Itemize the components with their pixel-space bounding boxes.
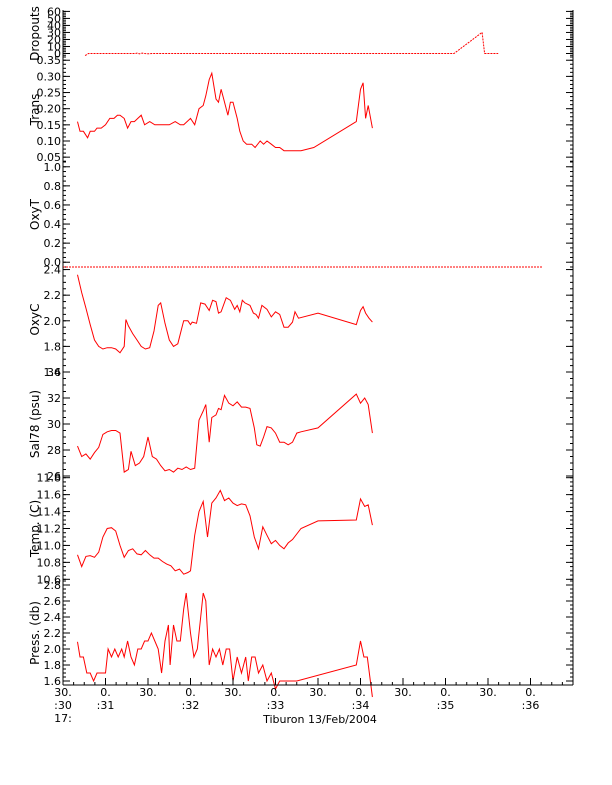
- y-tick-label: 2.0: [44, 643, 62, 656]
- y-tick-label: 50: [47, 12, 61, 25]
- y-tick-label: 2.4: [44, 611, 62, 624]
- x-tick-label: 0.: [440, 686, 451, 699]
- x-tick-label: 0.: [100, 686, 111, 699]
- y-tick-label: 60: [47, 5, 61, 18]
- y-tick-label: 26: [47, 470, 61, 483]
- panel-3: 2.4 2.2 2.0 1.8 1.6 OxyC: [28, 264, 574, 379]
- y-tick-label: 2.2: [44, 289, 62, 302]
- y-tick-label: 0.15: [37, 119, 62, 132]
- x-tick-label: 0.: [185, 686, 196, 699]
- y-tick-label: 0.20: [37, 103, 62, 116]
- x-tick-label: :33: [267, 699, 285, 712]
- y-tick-label: 10.6: [37, 573, 62, 586]
- x-tick-label: :31: [97, 699, 115, 712]
- y-tick-label: 2.4: [44, 264, 62, 277]
- x-tick-label: 0.: [270, 686, 281, 699]
- series-line-4: [77, 393, 373, 473]
- series-line-0: [84, 31, 499, 57]
- y-tick-label: 0.35: [37, 54, 62, 67]
- y-axis-title: OxyT: [28, 198, 42, 230]
- y-tick-label: 2.8: [44, 579, 62, 592]
- y-tick-label: 10: [47, 40, 61, 53]
- y-tick-label: 20: [47, 33, 61, 46]
- x-tick-label: :35: [437, 699, 455, 712]
- x-tick-label: :36: [522, 699, 540, 712]
- y-tick-label: 1.6: [44, 366, 62, 379]
- y-tick-label: 1.8: [44, 659, 62, 672]
- y-tick-label: 10.8: [37, 556, 62, 569]
- y-tick-label: 11.4: [37, 506, 62, 519]
- y-tick-label: 0: [54, 47, 61, 60]
- y-tick-label: 0.05: [37, 151, 62, 164]
- y-tick-label: 1.0: [44, 161, 62, 174]
- y-tick-label: 0.30: [37, 70, 62, 83]
- y-tick-label: 0.4: [44, 218, 62, 231]
- y-tick-label: 30: [47, 418, 61, 431]
- x-tick-label: 0.: [525, 686, 536, 699]
- panel-1: 0.35 0.30 0.25 0.20 0.15 0.10 0.05 Trans: [28, 54, 574, 164]
- y-tick-label: 34: [47, 366, 61, 379]
- y-tick-label: 11.0: [37, 539, 62, 552]
- x-tick-label: :34: [352, 699, 370, 712]
- series-line-3: [77, 274, 373, 354]
- y-tick-label: 1.6: [44, 675, 62, 688]
- x-tick-label: 30.: [309, 686, 327, 699]
- y-tick-label: 11.2: [37, 523, 62, 536]
- series-line-6: [77, 592, 373, 698]
- y-tick-label: 30: [47, 26, 61, 39]
- series-line-1: [77, 71, 373, 152]
- y-tick-label: 40: [47, 19, 61, 32]
- y-axis-title: Dropouts: [28, 6, 42, 61]
- x-tick-label: 30.: [139, 686, 157, 699]
- x-tick-label: 30.: [224, 686, 242, 699]
- y-axis-title: Temp. (C): [28, 500, 42, 558]
- y-tick-label: 0.25: [37, 87, 62, 100]
- x-tick-label: 30.: [394, 686, 412, 699]
- chart-caption: Tiburon 13/Feb/2004: [262, 713, 377, 726]
- y-tick-label: 11.8: [37, 472, 62, 485]
- y-tick-label: 0.0: [44, 256, 62, 269]
- y-tick-label: 2.2: [44, 627, 62, 640]
- y-tick-label: 28: [47, 444, 61, 457]
- series-line-5: [77, 489, 373, 575]
- y-tick-label: 1.8: [44, 340, 62, 353]
- x-tick-label: 0.: [355, 686, 366, 699]
- x-tick-label: :30: [54, 699, 72, 712]
- panels-group: 6050403020100Dropouts0.350.300.250.200.1…: [28, 5, 574, 698]
- y-tick-label: 2.0: [44, 315, 62, 328]
- y-axis-title: OxyC: [28, 303, 42, 335]
- y-tick-label: 0.6: [44, 199, 62, 212]
- y-tick-label: 0.10: [37, 135, 62, 148]
- x-tick-label: :32: [182, 699, 200, 712]
- panel-4: 34 32 30 28 26 Sal78 (psu): [28, 366, 574, 483]
- y-tick-label: 2.6: [44, 595, 62, 608]
- y-tick-label: 11.6: [37, 489, 62, 502]
- x-tick-label: 17:: [54, 712, 72, 725]
- y-tick-label: 32: [47, 392, 61, 405]
- y-axis-title: Press. (db): [28, 601, 42, 665]
- panel-5: 11.8 11.6 11.4 11.2 11.0 10.8 10.6 Temp. (C): [28, 472, 574, 586]
- panel-2: 1.0 0.8 0.6 0.4 0.2 0.0 OxyT: [28, 161, 574, 269]
- y-axis-title: Trans: [28, 94, 42, 127]
- x-tick-label: 30.: [479, 686, 497, 699]
- y-tick-label: 0.2: [44, 237, 62, 250]
- x-tick-label: 30.: [54, 686, 72, 699]
- y-tick-label: 0.8: [44, 180, 62, 193]
- y-axis-title: Sal78 (psu): [28, 390, 42, 458]
